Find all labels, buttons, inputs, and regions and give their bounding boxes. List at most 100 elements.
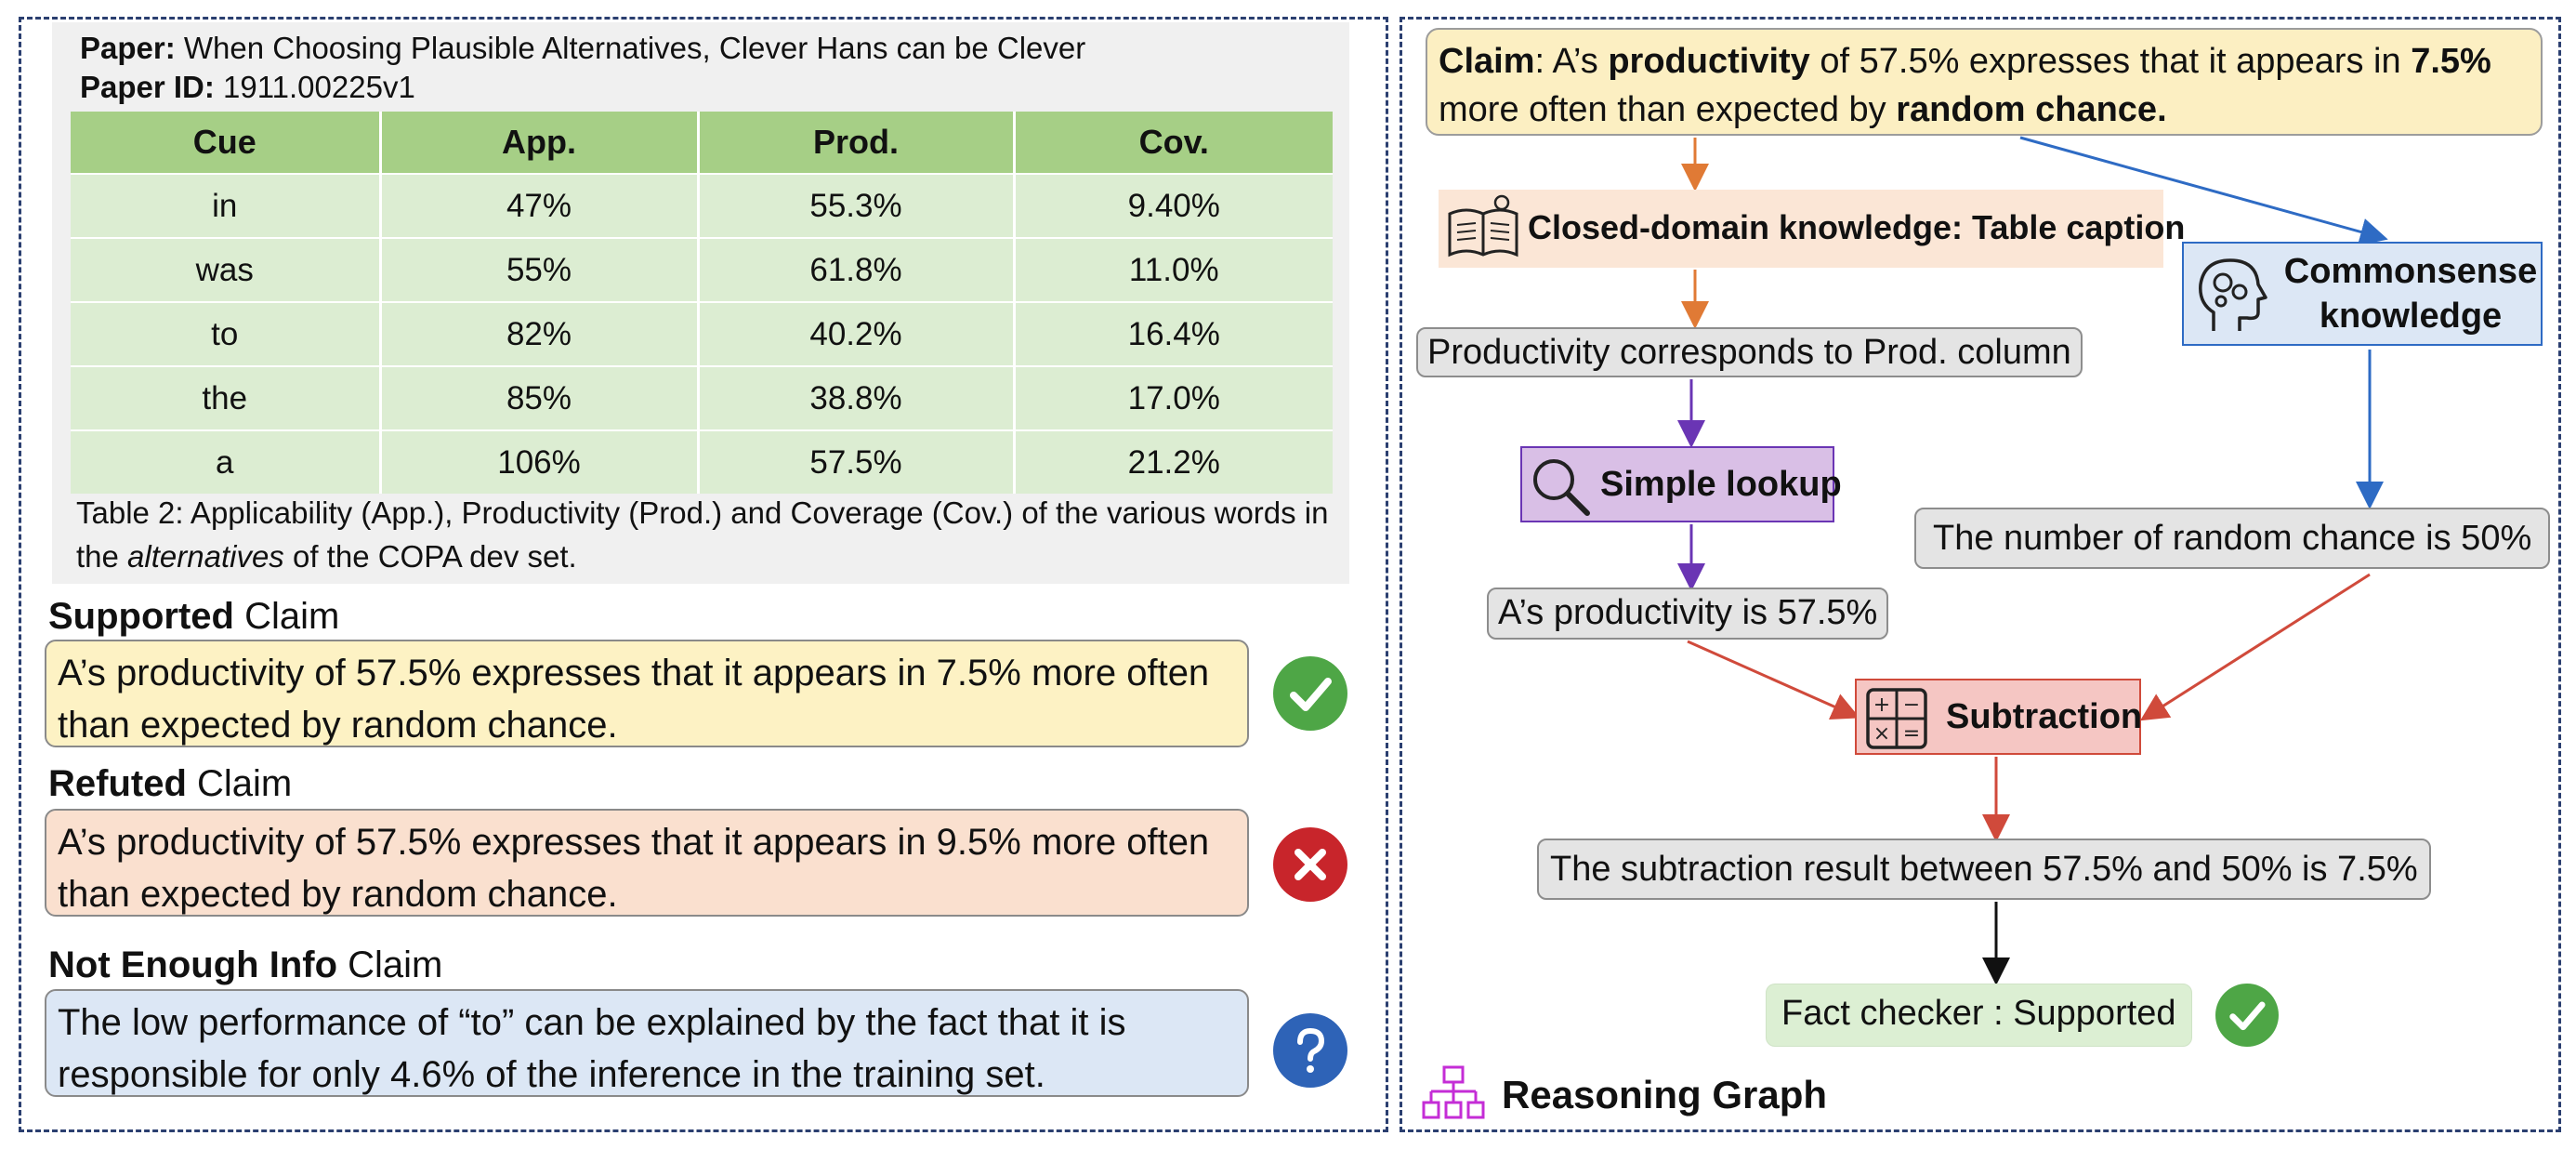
table-cell: 106% [380,429,700,494]
table-cell: 85% [380,365,700,430]
table-cell: 9.40% [1014,173,1333,238]
claim-seg1: : A’s [1534,42,1609,81]
fact-check-icon [2215,984,2279,1047]
table-cell: 55% [380,237,700,302]
fact-checker-node: Fact checker : Supported [1766,984,2192,1047]
productivity-column-text: Productivity corresponds to Prod. column [1427,333,2071,372]
a-productivity-node: A’s productivity is 57.5% [1487,588,1889,640]
table-cell: 47% [380,173,700,238]
nei-claim-heading: Not Enough Info Claim [48,944,442,986]
table-header-row: Cue App. Prod. Cov. [71,112,1333,174]
table-cell: was [71,237,382,302]
graph-claim-label: Claim [1439,42,1535,81]
claim-bold1: productivity [1608,42,1810,81]
brain-head-icon [2199,258,2267,331]
paper-id: 1911.00225v1 [223,70,415,104]
table-cell: the [71,365,382,430]
paper-title: When Choosing Plausible Alternatives, Cl… [183,31,1086,65]
table-cell: to [71,301,382,366]
refuted-claim-box: A’s productivity of 57.5% expresses that… [45,809,1249,917]
paper-title-line: Paper: When Choosing Plausible Alternati… [80,32,1085,65]
refuted-heading-bold: Refuted [48,763,187,804]
reasoning-graph-title: Reasoning Graph [1502,1073,1828,1116]
svg-text:×: × [1873,722,1890,746]
refuted-heading-rest: Claim [186,763,293,804]
right-panel [1400,17,2561,1132]
subtraction-label: Subtraction [1946,697,2143,736]
table-caption: Table 2: Applicability (App.), Productiv… [76,491,1340,578]
table-cell: a [71,429,382,494]
caption-part1: Table 2: Applicability (App.), Productiv… [76,495,1329,574]
closed-domain-label: Closed-domain knowledge: Table caption [1528,208,2186,246]
table-cell: 57.5% [698,429,1016,494]
graph-claim-node: Claim: A’s productivity of 57.5% express… [1426,28,2543,136]
nei-heading-bold: Not Enough Info [48,944,338,985]
supported-claim-box: A’s productivity of 57.5% expresses that… [45,640,1249,747]
book-icon [1448,194,1518,258]
commonsense-label: Commonsense knowledge [2283,252,2538,336]
table-cell: 38.8% [698,365,1016,430]
paper-label: Paper: [80,31,176,65]
commonsense-node: Commonsense knowledge [2182,242,2543,346]
table-cell: 55.3% [698,173,1016,238]
table-cell: 16.4% [1014,301,1333,366]
nei-claim-text: The low performance of “to” can be expla… [58,1002,1126,1095]
nei-claim-box: The low performance of “to” can be expla… [45,989,1249,1097]
caption-part2: of the COPA dev set. [283,539,577,574]
supported-claim-text: A’s productivity of 57.5% expresses that… [58,653,1210,746]
calculator-icon: + − × = [1866,688,1927,749]
table-cell: 21.2% [1014,429,1333,494]
refuted-claim-heading: Refuted Claim [48,762,292,805]
subtraction-node: + − × = Subtraction [1855,679,2143,755]
arrow-aproductivity-to-subtraction [1687,640,1860,720]
caption-italic: alternatives [127,539,284,574]
table-cell: 11.0% [1014,237,1333,302]
table-cell: 40.2% [698,301,1016,366]
left-panel [19,17,1388,1132]
table-row: a 106% 57.5% 21.2% [71,429,1333,494]
paper-id-line: Paper ID: 1911.00225v1 [80,71,415,104]
productivity-column-node: Productivity corresponds to Prod. column [1416,327,2083,377]
table-row: was 55% 61.8% 11.0% [71,237,1333,302]
check-icon [1273,656,1347,731]
svg-text:=: = [1903,722,1920,746]
paper-id-label: Paper ID: [80,70,215,104]
table-cell: 17.0% [1014,365,1333,430]
arrow-random-to-subtraction [2139,573,2371,721]
refuted-claim-text: A’s productivity of 57.5% expresses that… [58,822,1210,915]
table-cell: in [71,173,382,238]
table-row: in 47% 55.3% 9.40% [71,173,1333,238]
random-chance-node: The number of random chance is 50% [1914,508,2551,569]
supported-claim-heading: Supported Claim [48,595,339,638]
claim-seg3: more often than expected by [1439,90,1897,129]
claim-seg2: of 57.5% expresses that it appears in [1809,42,2412,81]
supported-heading-bold: Supported [48,596,234,637]
closed-domain-node: Closed-domain knowledge: Table caption [1439,190,2185,268]
table-header-app: App. [380,112,700,174]
cross-icon [1273,827,1347,902]
svg-text:−: − [1903,693,1920,717]
fact-checker-text: Fact checker : Supported [1781,994,2176,1033]
table-header-prod: Prod. [698,112,1016,174]
table-header-cue: Cue [71,112,382,174]
magnifier-icon [1533,459,1590,516]
question-icon [1273,1013,1347,1088]
table-cell: 82% [380,301,700,366]
simple-lookup-node: Simple lookup [1520,446,1842,522]
claim-bold3: random chance. [1896,90,2167,129]
question-glyph [1297,1027,1325,1073]
table-header-cov: Cov. [1014,112,1333,174]
results-table: Cue App. Prod. Cov. in 47% 55.3% 9.40% w… [71,112,1333,494]
paper-card: Paper: When Choosing Plausible Alternati… [52,22,1349,584]
table-cell: 61.8% [698,237,1016,302]
fact-check-glyph [2229,1001,2266,1031]
table-row: the 85% 38.8% 17.0% [71,365,1333,430]
nei-heading-rest: Claim [337,944,443,985]
hierarchy-icon [1422,1065,1485,1119]
cross-glyph [1295,849,1326,880]
claim-bold2: 7.5% [2411,42,2491,81]
supported-heading-rest: Claim [233,596,340,637]
subtraction-result-text: The subtraction result between 57.5% and… [1550,850,2418,889]
simple-lookup-label: Simple lookup [1600,465,1842,504]
